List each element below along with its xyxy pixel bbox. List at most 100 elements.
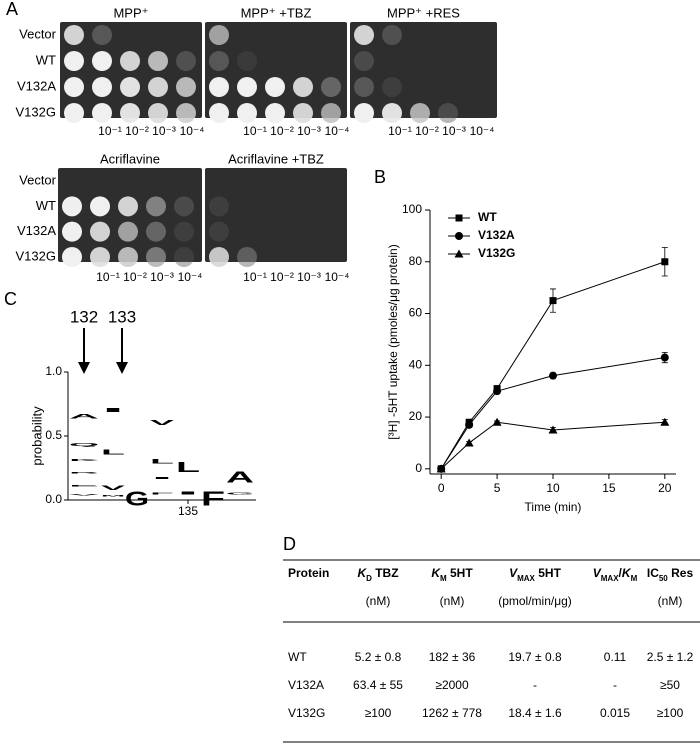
logo-letter: G xyxy=(226,492,255,495)
strain-label: V132G xyxy=(16,248,56,263)
colony-spot xyxy=(382,77,402,97)
legend-label: V132A xyxy=(478,228,515,242)
logo-letter: A xyxy=(69,413,99,420)
y-tick-label: 1.0 xyxy=(45,364,62,378)
condition-title: MPP⁺ xyxy=(113,5,148,20)
condition-title: MPP⁺ +RES xyxy=(387,5,460,20)
colony-spot xyxy=(209,247,229,267)
table-cell: 5.2 ± 0.8 xyxy=(355,650,402,664)
logo-letter: G xyxy=(125,487,149,510)
header-part: Protein xyxy=(288,566,329,580)
table-cell: 2.5 ± 1.2 xyxy=(647,650,694,664)
dilution-label: 10⁻⁴ xyxy=(470,124,495,138)
marker xyxy=(549,371,557,380)
colony-spot xyxy=(62,221,82,242)
dilution-label: 10⁻⁴ xyxy=(325,270,350,284)
table-header: KM 5HT xyxy=(431,566,473,582)
position-label: 132 xyxy=(70,307,98,326)
table-unit: (pmol/min/μg) xyxy=(498,594,572,608)
colony-spot xyxy=(64,77,84,97)
position-label: 133 xyxy=(108,307,136,326)
colony-spot xyxy=(64,51,84,71)
header-part: IC xyxy=(647,566,659,580)
marker xyxy=(493,387,502,396)
logo-letter: I xyxy=(101,407,125,413)
strain-label: Vector xyxy=(19,26,57,41)
strain-label: Vector xyxy=(19,172,57,187)
colony-spot xyxy=(120,103,140,123)
colony-spot xyxy=(176,103,196,123)
dilution-label: 10⁻¹ xyxy=(243,270,267,284)
marker xyxy=(661,258,669,266)
marker xyxy=(492,417,502,426)
dilution-label: 10⁻³ xyxy=(297,270,321,284)
colony-spot xyxy=(92,103,112,123)
y-axis-label: probability xyxy=(29,406,44,466)
arrow-head xyxy=(116,362,128,374)
logo-letter: L xyxy=(150,458,175,465)
y-tick-label: 0 xyxy=(415,461,422,475)
logo-letter: V xyxy=(69,494,101,496)
colony-spot xyxy=(64,103,84,123)
colony-spot xyxy=(120,51,140,71)
table-cell: 63.4 ± 55 xyxy=(353,678,403,692)
colony-spot xyxy=(148,51,168,71)
marker xyxy=(465,420,474,429)
colony-spot xyxy=(174,221,194,242)
colony-spot xyxy=(209,77,229,97)
x-tick-label: 135 xyxy=(178,504,198,518)
colony-spot xyxy=(62,247,82,267)
colony-spot xyxy=(321,77,341,97)
header-part: TBZ xyxy=(372,566,399,580)
dilution-label: 10⁻⁴ xyxy=(178,270,203,284)
header-part: K xyxy=(357,566,367,580)
header-part: M xyxy=(440,574,447,583)
table-cell: - xyxy=(613,678,617,692)
colony-spot xyxy=(237,103,257,123)
table-unit: (nM) xyxy=(366,594,391,608)
panel-label: C xyxy=(4,289,17,309)
logo-letter: V xyxy=(150,419,176,427)
colony-spot xyxy=(293,77,313,97)
logo-letter: M xyxy=(101,495,125,496)
table-header: IC50 Res xyxy=(647,566,694,582)
colony-spot xyxy=(382,103,402,123)
strain-label: V132A xyxy=(17,78,56,93)
y-tick-label: 20 xyxy=(409,409,423,423)
header-part: 5HT xyxy=(447,566,474,580)
x-axis-label: Time (min) xyxy=(525,500,582,514)
dilution-label: 10⁻⁴ xyxy=(325,124,350,138)
marker xyxy=(549,297,557,305)
logo-letter: R xyxy=(69,472,103,474)
y-axis-label: [³H] -5HT uptake (pmoles/μg protein) xyxy=(386,244,400,439)
panel-label: B xyxy=(374,167,386,187)
colony-spot xyxy=(237,247,257,267)
legend-label: V132G xyxy=(478,246,515,260)
colony-spot xyxy=(120,77,140,97)
colony-spot xyxy=(118,221,138,242)
marker xyxy=(660,353,669,362)
colony-spot xyxy=(354,103,374,123)
logo-letter: I xyxy=(176,491,200,496)
panel-label: A xyxy=(6,0,18,19)
colony-spot xyxy=(209,221,229,242)
table-cell: 19.7 ± 0.8 xyxy=(508,650,562,664)
marker xyxy=(464,438,474,447)
colony-spot xyxy=(237,77,257,97)
colony-spot xyxy=(90,196,110,217)
colony-spot xyxy=(146,221,166,242)
logo-letter: K xyxy=(69,459,103,462)
header-part: K xyxy=(431,566,441,580)
colony-spot xyxy=(176,51,196,71)
colony-spot xyxy=(382,25,402,45)
x-tick-label: 15 xyxy=(602,481,616,495)
legend-marker xyxy=(455,214,463,222)
colony-spot xyxy=(176,77,196,97)
y-tick-label: 100 xyxy=(402,202,422,216)
colony-spot xyxy=(410,103,430,123)
row-label: WT xyxy=(288,650,307,664)
colony-spot xyxy=(174,196,194,217)
colony-spot xyxy=(209,51,229,71)
dilution-label: 10⁻³ xyxy=(297,124,321,138)
